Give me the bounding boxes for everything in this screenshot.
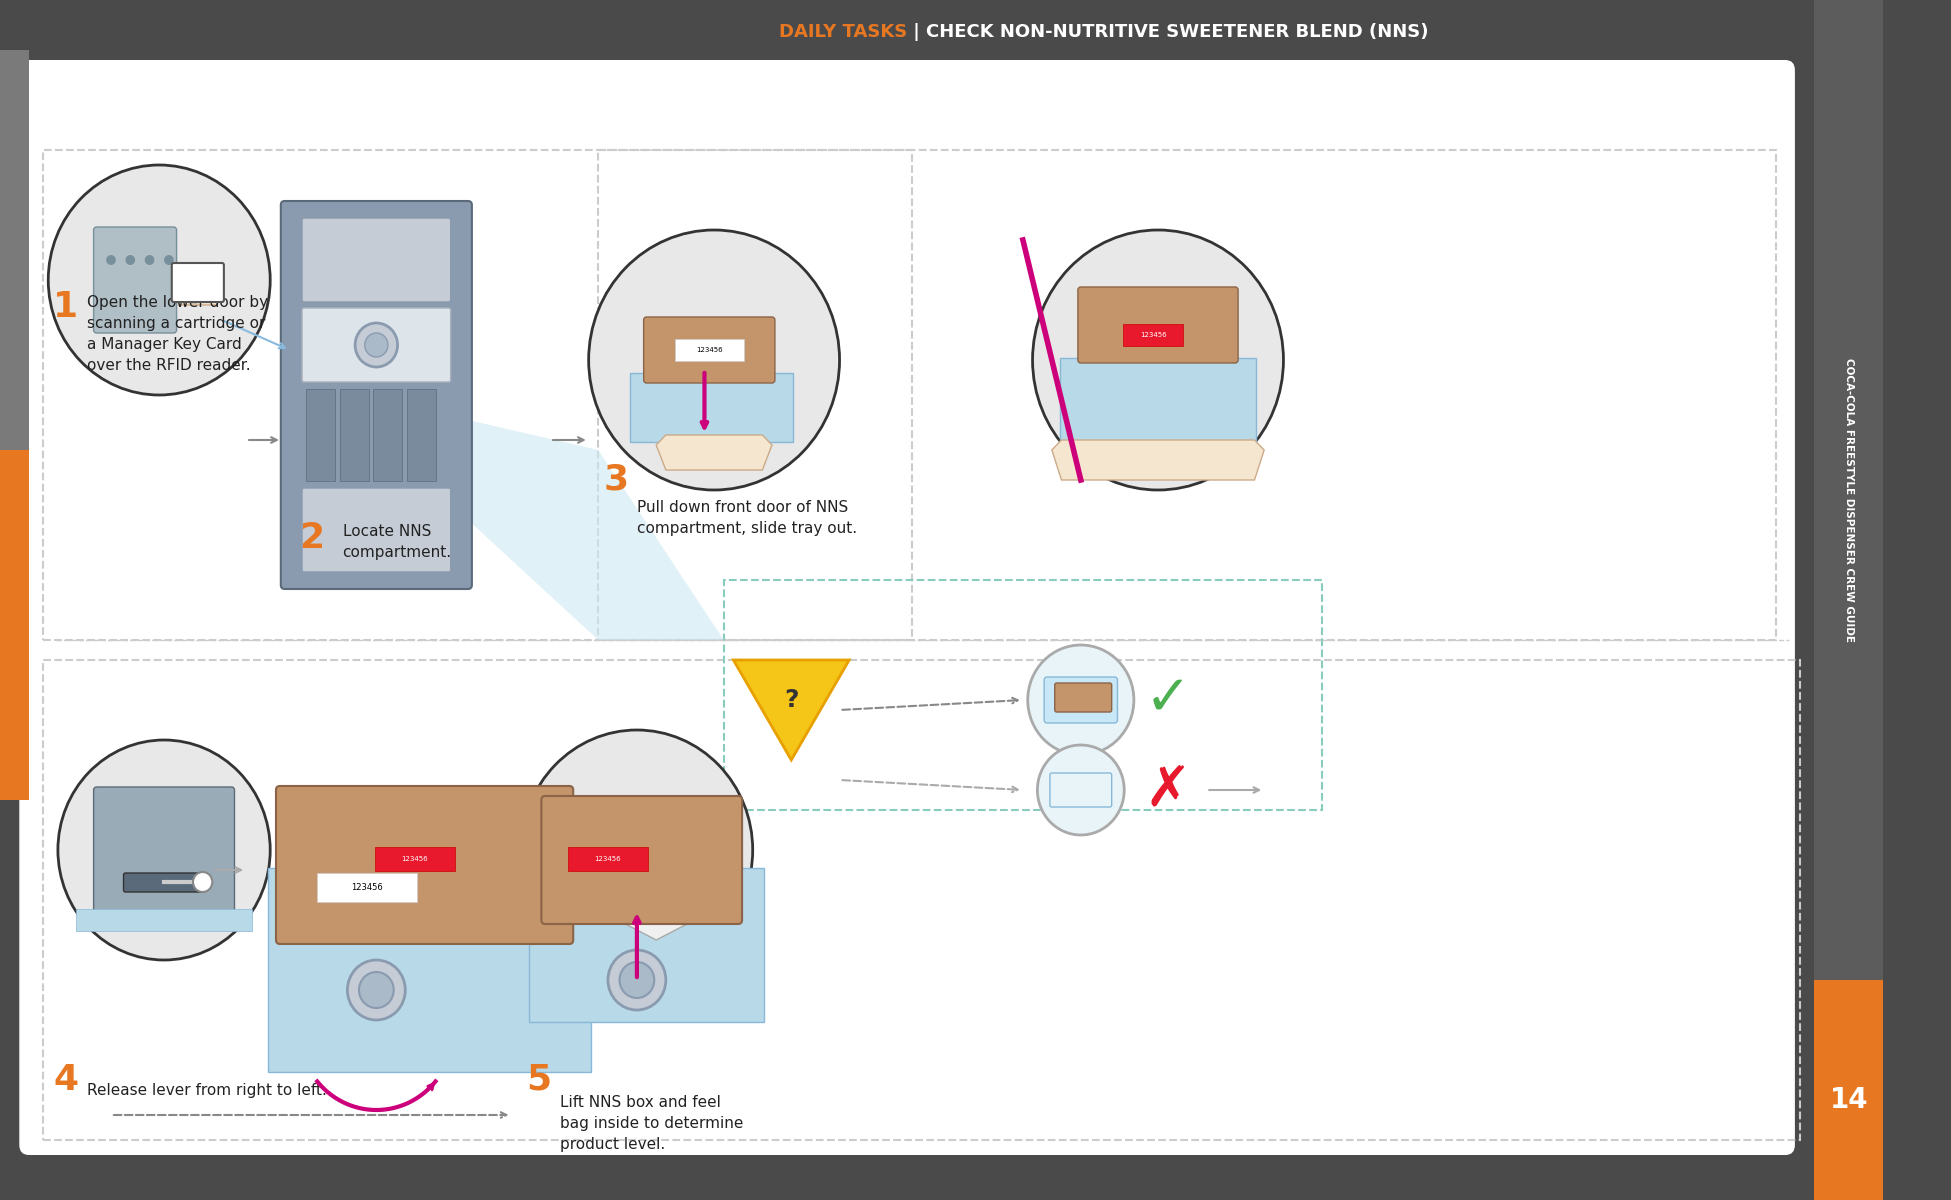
Text: 2: 2 [299, 521, 324, 554]
Text: Pull down front door of NNS
compartment, slide tray out.: Pull down front door of NNS compartment,… [636, 500, 856, 536]
Text: 123456: 123456 [1139, 332, 1167, 338]
FancyBboxPatch shape [675, 338, 743, 361]
FancyBboxPatch shape [316, 874, 418, 902]
Text: 5: 5 [527, 1063, 550, 1097]
Circle shape [347, 960, 406, 1020]
Circle shape [521, 730, 753, 970]
FancyBboxPatch shape [0, 50, 29, 450]
FancyBboxPatch shape [275, 786, 574, 944]
FancyBboxPatch shape [1124, 324, 1182, 346]
FancyBboxPatch shape [94, 227, 178, 332]
FancyBboxPatch shape [1077, 287, 1239, 362]
FancyBboxPatch shape [302, 218, 451, 302]
Polygon shape [734, 660, 849, 760]
Circle shape [359, 972, 394, 1008]
FancyBboxPatch shape [1055, 683, 1112, 712]
Text: Locate NNS
compartment.: Locate NNS compartment. [343, 524, 453, 560]
FancyBboxPatch shape [529, 868, 765, 1022]
FancyBboxPatch shape [20, 60, 1795, 1154]
Text: 14: 14 [1830, 1086, 1869, 1114]
FancyBboxPatch shape [408, 389, 437, 481]
Polygon shape [656, 434, 773, 470]
FancyBboxPatch shape [302, 308, 451, 382]
FancyBboxPatch shape [568, 847, 648, 871]
Text: ✓: ✓ [1145, 673, 1190, 727]
FancyBboxPatch shape [123, 874, 205, 892]
Circle shape [105, 254, 115, 265]
Text: 123456: 123456 [697, 347, 722, 353]
Polygon shape [380, 400, 724, 640]
FancyBboxPatch shape [375, 847, 455, 871]
Circle shape [609, 950, 665, 1010]
Circle shape [59, 740, 269, 960]
Text: 123456: 123456 [595, 856, 620, 862]
FancyBboxPatch shape [0, 0, 1814, 60]
Text: ✗: ✗ [1145, 763, 1190, 817]
FancyBboxPatch shape [306, 389, 336, 481]
Circle shape [355, 323, 398, 367]
Polygon shape [1052, 440, 1264, 480]
FancyBboxPatch shape [172, 263, 224, 302]
FancyBboxPatch shape [1814, 980, 1883, 1200]
FancyBboxPatch shape [1050, 773, 1112, 806]
FancyBboxPatch shape [76, 910, 252, 931]
Polygon shape [589, 820, 704, 940]
Text: COCA-COLA FREESTYLE DISPENSER CREW GUIDE: COCA-COLA FREESTYLE DISPENSER CREW GUIDE [1844, 358, 1853, 642]
FancyBboxPatch shape [339, 389, 369, 481]
FancyBboxPatch shape [540, 796, 741, 924]
Text: 123456: 123456 [402, 856, 429, 862]
Text: Open the lower door by
scanning a cartridge or
a Manager Key Card
over the RFID : Open the lower door by scanning a cartri… [88, 295, 267, 373]
Circle shape [1038, 745, 1124, 835]
Circle shape [365, 332, 388, 358]
FancyBboxPatch shape [1044, 677, 1118, 722]
FancyBboxPatch shape [269, 868, 591, 1072]
FancyBboxPatch shape [630, 373, 794, 442]
Text: 3: 3 [603, 463, 628, 497]
FancyBboxPatch shape [281, 200, 472, 589]
FancyBboxPatch shape [94, 787, 234, 913]
FancyBboxPatch shape [1059, 358, 1256, 442]
Circle shape [144, 254, 154, 265]
Text: DAILY TASKS: DAILY TASKS [778, 23, 907, 41]
Text: ?: ? [784, 688, 798, 712]
FancyBboxPatch shape [0, 450, 29, 800]
Polygon shape [1814, 0, 1883, 1000]
FancyBboxPatch shape [302, 488, 451, 572]
Text: | CHECK NON-NUTRITIVE SWEETENER BLEND (NNS): | CHECK NON-NUTRITIVE SWEETENER BLEND (N… [907, 23, 1428, 41]
Circle shape [49, 164, 269, 395]
Circle shape [164, 254, 174, 265]
FancyBboxPatch shape [1814, 0, 1883, 1000]
Circle shape [589, 230, 839, 490]
Circle shape [193, 872, 213, 892]
Circle shape [1028, 646, 1134, 755]
Text: 123456: 123456 [351, 883, 382, 893]
Circle shape [1032, 230, 1284, 490]
FancyBboxPatch shape [373, 389, 402, 481]
Text: 4: 4 [53, 1063, 78, 1097]
Text: 1: 1 [53, 290, 78, 324]
Polygon shape [179, 280, 222, 305]
Circle shape [620, 962, 654, 998]
Text: Release lever from right to left.: Release lever from right to left. [88, 1082, 326, 1098]
Circle shape [125, 254, 135, 265]
Text: Lift NNS box and feel
bag inside to determine
product level.: Lift NNS box and feel bag inside to dete… [560, 1094, 743, 1152]
FancyBboxPatch shape [644, 317, 775, 383]
